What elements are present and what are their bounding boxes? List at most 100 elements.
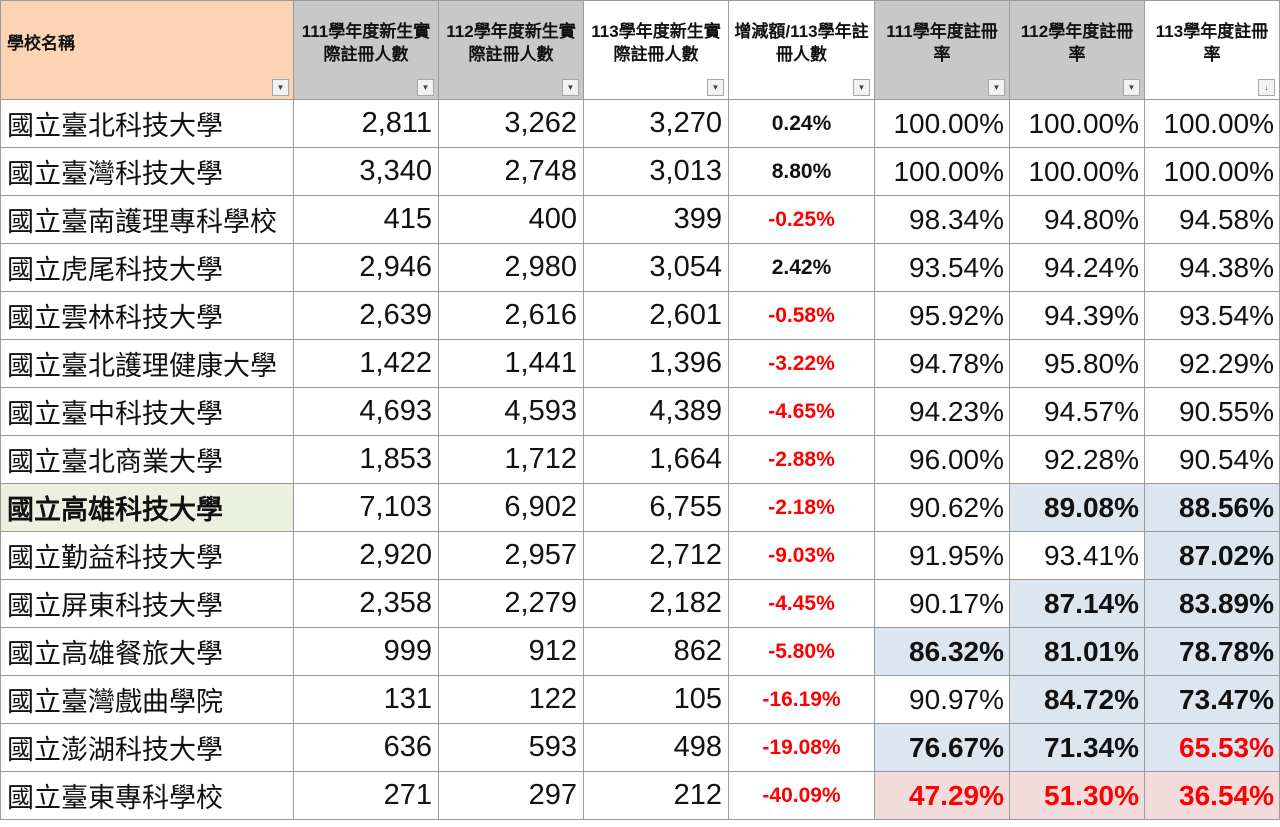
cell-enrolled-113[interactable]: 862	[583, 627, 729, 676]
cell-rate-112[interactable]: 92.28%	[1009, 435, 1145, 484]
cell-enrolled-111[interactable]: 999	[293, 627, 439, 676]
cell-enrolled-112[interactable]: 1,712	[438, 435, 584, 484]
cell-rate-111[interactable]: 100.00%	[874, 147, 1010, 196]
cell-delta[interactable]: 2.42%	[728, 243, 875, 292]
cell-enrolled-113[interactable]: 1,664	[583, 435, 729, 484]
cell-rate-112[interactable]: 84.72%	[1009, 675, 1145, 724]
cell-rate-112[interactable]: 95.80%	[1009, 339, 1145, 388]
cell-school-name[interactable]: 國立澎湖科技大學	[0, 723, 294, 772]
cell-enrolled-111[interactable]: 1,422	[293, 339, 439, 388]
cell-school-name[interactable]: 國立臺北護理健康大學	[0, 339, 294, 388]
cell-delta[interactable]: 0.24%	[728, 99, 875, 148]
cell-rate-111[interactable]: 100.00%	[874, 99, 1010, 148]
cell-rate-111[interactable]: 76.67%	[874, 723, 1010, 772]
cell-enrolled-112[interactable]: 3,262	[438, 99, 584, 148]
cell-enrolled-111[interactable]: 3,340	[293, 147, 439, 196]
cell-enrolled-111[interactable]: 2,811	[293, 99, 439, 148]
cell-enrolled-112[interactable]: 2,957	[438, 531, 584, 580]
cell-rate-112[interactable]: 100.00%	[1009, 147, 1145, 196]
cell-rate-113[interactable]: 90.54%	[1144, 435, 1280, 484]
cell-delta[interactable]: 8.80%	[728, 147, 875, 196]
cell-rate-112[interactable]: 100.00%	[1009, 99, 1145, 148]
cell-enrolled-111[interactable]: 131	[293, 675, 439, 724]
cell-rate-111[interactable]: 86.32%	[874, 627, 1010, 676]
cell-school-name[interactable]: 國立臺北科技大學	[0, 99, 294, 148]
cell-rate-112[interactable]: 94.24%	[1009, 243, 1145, 292]
cell-delta[interactable]: -0.25%	[728, 195, 875, 244]
cell-rate-112[interactable]: 81.01%	[1009, 627, 1145, 676]
cell-delta[interactable]: -9.03%	[728, 531, 875, 580]
cell-school-name[interactable]: 國立臺中科技大學	[0, 387, 294, 436]
cell-enrolled-111[interactable]: 2,358	[293, 579, 439, 628]
cell-enrolled-113[interactable]: 2,601	[583, 291, 729, 340]
cell-rate-113[interactable]: 36.54%	[1144, 771, 1280, 820]
cell-enrolled-112[interactable]: 1,441	[438, 339, 584, 388]
cell-rate-113[interactable]: 100.00%	[1144, 147, 1280, 196]
cell-rate-111[interactable]: 94.78%	[874, 339, 1010, 388]
cell-rate-111[interactable]: 90.62%	[874, 483, 1010, 532]
cell-enrolled-113[interactable]: 212	[583, 771, 729, 820]
cell-rate-111[interactable]: 90.17%	[874, 579, 1010, 628]
cell-rate-112[interactable]: 94.39%	[1009, 291, 1145, 340]
cell-school-name[interactable]: 國立高雄餐旅大學	[0, 627, 294, 676]
sort-filter-icon[interactable]: ↓	[1258, 79, 1275, 96]
cell-rate-113[interactable]: 94.58%	[1144, 195, 1280, 244]
cell-rate-111[interactable]: 90.97%	[874, 675, 1010, 724]
cell-enrolled-113[interactable]: 2,712	[583, 531, 729, 580]
cell-delta[interactable]: -5.80%	[728, 627, 875, 676]
filter-dropdown-icon[interactable]: ▼	[707, 79, 724, 96]
cell-rate-111[interactable]: 91.95%	[874, 531, 1010, 580]
cell-enrolled-113[interactable]: 4,389	[583, 387, 729, 436]
cell-rate-112[interactable]: 71.34%	[1009, 723, 1145, 772]
cell-rate-113[interactable]: 94.38%	[1144, 243, 1280, 292]
cell-rate-112[interactable]: 89.08%	[1009, 483, 1145, 532]
cell-school-name[interactable]: 國立臺東專科學校	[0, 771, 294, 820]
cell-enrolled-113[interactable]: 6,755	[583, 483, 729, 532]
cell-rate-112[interactable]: 87.14%	[1009, 579, 1145, 628]
cell-rate-111[interactable]: 47.29%	[874, 771, 1010, 820]
cell-school-name[interactable]: 國立屏東科技大學	[0, 579, 294, 628]
cell-rate-111[interactable]: 98.34%	[874, 195, 1010, 244]
cell-school-name[interactable]: 國立雲林科技大學	[0, 291, 294, 340]
cell-enrolled-113[interactable]: 498	[583, 723, 729, 772]
cell-rate-113[interactable]: 100.00%	[1144, 99, 1280, 148]
cell-rate-113[interactable]: 65.53%	[1144, 723, 1280, 772]
cell-delta[interactable]: -4.45%	[728, 579, 875, 628]
cell-enrolled-113[interactable]: 3,054	[583, 243, 729, 292]
filter-dropdown-icon[interactable]: ▼	[272, 79, 289, 96]
cell-rate-112[interactable]: 94.80%	[1009, 195, 1145, 244]
cell-rate-113[interactable]: 87.02%	[1144, 531, 1280, 580]
cell-enrolled-113[interactable]: 3,013	[583, 147, 729, 196]
cell-delta[interactable]: -19.08%	[728, 723, 875, 772]
filter-dropdown-icon[interactable]: ▼	[1123, 79, 1140, 96]
cell-delta[interactable]: -0.58%	[728, 291, 875, 340]
cell-enrolled-112[interactable]: 297	[438, 771, 584, 820]
cell-enrolled-112[interactable]: 4,593	[438, 387, 584, 436]
cell-enrolled-111[interactable]: 2,639	[293, 291, 439, 340]
cell-enrolled-111[interactable]: 4,693	[293, 387, 439, 436]
filter-dropdown-icon[interactable]: ▼	[562, 79, 579, 96]
cell-enrolled-111[interactable]: 1,853	[293, 435, 439, 484]
filter-dropdown-icon[interactable]: ▼	[417, 79, 434, 96]
cell-enrolled-111[interactable]: 636	[293, 723, 439, 772]
cell-rate-112[interactable]: 93.41%	[1009, 531, 1145, 580]
cell-school-name[interactable]: 國立勤益科技大學	[0, 531, 294, 580]
cell-enrolled-111[interactable]: 415	[293, 195, 439, 244]
cell-enrolled-112[interactable]: 2,980	[438, 243, 584, 292]
cell-enrolled-111[interactable]: 271	[293, 771, 439, 820]
cell-enrolled-112[interactable]: 400	[438, 195, 584, 244]
filter-dropdown-icon[interactable]: ▼	[988, 79, 1005, 96]
cell-enrolled-111[interactable]: 2,920	[293, 531, 439, 580]
cell-enrolled-112[interactable]: 2,279	[438, 579, 584, 628]
cell-rate-113[interactable]: 88.56%	[1144, 483, 1280, 532]
cell-school-name[interactable]: 國立臺北商業大學	[0, 435, 294, 484]
cell-enrolled-112[interactable]: 593	[438, 723, 584, 772]
filter-dropdown-icon[interactable]: ▼	[853, 79, 870, 96]
cell-enrolled-112[interactable]: 6,902	[438, 483, 584, 532]
cell-rate-113[interactable]: 83.89%	[1144, 579, 1280, 628]
cell-enrolled-113[interactable]: 105	[583, 675, 729, 724]
cell-rate-111[interactable]: 95.92%	[874, 291, 1010, 340]
cell-delta[interactable]: -4.65%	[728, 387, 875, 436]
cell-enrolled-111[interactable]: 2,946	[293, 243, 439, 292]
cell-delta[interactable]: -40.09%	[728, 771, 875, 820]
